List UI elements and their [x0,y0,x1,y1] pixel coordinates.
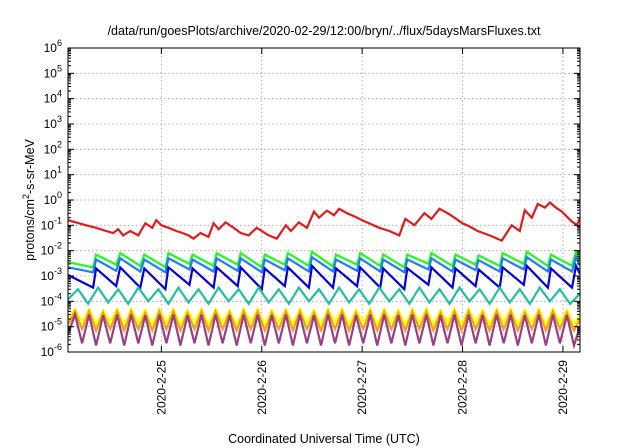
series-line-1 [68,200,580,242]
y-axis-label-prefix: protons/cm [23,199,37,261]
y-tick-label: 10-1 [41,215,62,232]
y-tick-label: 10-3 [41,266,62,283]
y-tick-label: 102 [44,139,62,156]
y-tick-label: 101 [44,165,62,182]
y-axis-label: protons/cm2-s-sr-MeV [21,138,37,260]
series-line-7 [68,308,580,334]
y-tick-label: 106 [44,38,62,55]
x-tick-label: 2020-2-26 [255,360,269,415]
grid [68,48,580,352]
chart-title: /data/run/goesPlots/archive/2020-02-29/1… [108,24,541,38]
y-tick-label: 10-4 [41,291,62,308]
x-tick-label: 2020-2-25 [154,360,168,415]
series-line-3 [68,254,580,275]
series-line-5 [68,285,580,306]
y-axis-label-sup: 2 [21,194,31,199]
y-tick-label: 103 [44,114,62,131]
y-axis-label-suffix: -s-sr-MeV [23,138,37,194]
y-tick-label: 10-6 [41,342,62,359]
y-tick-label: 10-5 [41,317,62,334]
x-tick-label: 2020-2-29 [556,360,570,415]
plot-area [68,200,580,350]
series-line-4 [68,262,580,292]
series-line-8 [68,310,580,350]
x-axis: 2020-2-25 2020-2-26 2020-2-27 2020-2-28 2020… [154,48,570,415]
y-tick-label: 104 [44,89,62,106]
y-axis: 10-6 10-5 10-4 10-3 10-2 10-1 100 101 102 103 104 1… [41,38,580,359]
y-tick-label: 10-2 [41,241,62,258]
x-tick-label: 2020-2-28 [456,360,470,415]
x-tick-label: 2020-2-27 [355,360,369,415]
y-tick-label: 105 [44,63,62,80]
y-tick-label: 100 [44,190,62,207]
x-axis-label: Coordinated Universal Time (UTC) [228,432,420,446]
